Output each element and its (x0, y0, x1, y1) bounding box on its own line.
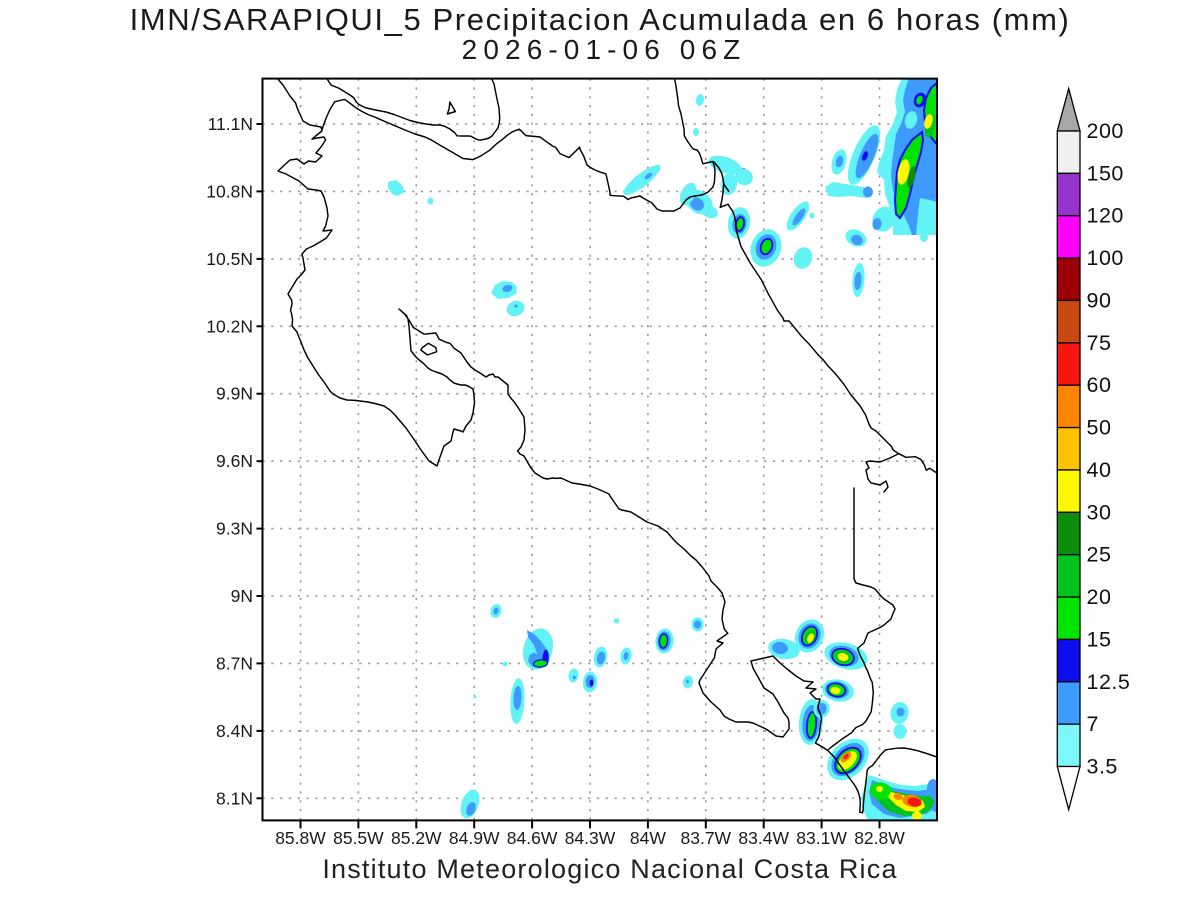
svg-text:84.6W: 84.6W (507, 828, 558, 848)
svg-text:100: 100 (1087, 246, 1124, 270)
svg-text:3.5: 3.5 (1087, 755, 1118, 779)
svg-text:150: 150 (1087, 161, 1124, 185)
svg-text:84W: 84W (630, 828, 666, 848)
svg-text:83.1W: 83.1W (796, 828, 847, 848)
svg-text:75: 75 (1087, 331, 1112, 355)
svg-text:9.9N: 9.9N (216, 384, 253, 404)
svg-text:8.4N: 8.4N (216, 721, 253, 741)
svg-text:IMN/SARAPIQUI_5 Precipitacion: IMN/SARAPIQUI_5 Precipitacion Acumulada … (130, 2, 1071, 37)
svg-text:25: 25 (1087, 543, 1112, 567)
svg-text:8.7N: 8.7N (216, 653, 253, 673)
svg-text:12.5: 12.5 (1087, 670, 1131, 694)
svg-text:15: 15 (1087, 627, 1112, 651)
svg-text:20: 20 (1087, 585, 1112, 609)
svg-text:83.4W: 83.4W (738, 828, 789, 848)
svg-text:85.8W: 85.8W (275, 828, 326, 848)
svg-text:82.8W: 82.8W (854, 828, 905, 848)
svg-text:8.1N: 8.1N (216, 788, 253, 808)
svg-text:30: 30 (1087, 500, 1112, 524)
svg-text:85.5W: 85.5W (333, 828, 384, 848)
svg-text:90: 90 (1087, 289, 1112, 313)
svg-text:120: 120 (1087, 204, 1124, 228)
svg-text:83.7W: 83.7W (681, 828, 732, 848)
svg-text:50: 50 (1087, 416, 1112, 440)
svg-text:84.3W: 84.3W (565, 828, 616, 848)
svg-text:Instituto Meteorologico Nacion: Instituto Meteorologico Nacional Costa R… (322, 854, 897, 884)
svg-text:7: 7 (1087, 712, 1099, 736)
svg-text:11.1N: 11.1N (208, 114, 253, 134)
svg-text:84.9W: 84.9W (449, 828, 500, 848)
svg-text:10.2N: 10.2N (206, 316, 253, 336)
svg-text:9.6N: 9.6N (216, 451, 253, 471)
svg-text:9.3N: 9.3N (216, 519, 253, 539)
svg-text:10.5N: 10.5N (206, 249, 253, 269)
svg-text:10.8N: 10.8N (206, 181, 253, 201)
svg-text:200: 200 (1087, 119, 1124, 143)
svg-text:2026-01-06 06Z: 2026-01-06 06Z (462, 34, 747, 65)
svg-text:60: 60 (1087, 373, 1112, 397)
svg-text:40: 40 (1087, 458, 1112, 482)
svg-text:85.2W: 85.2W (391, 828, 442, 848)
svg-text:9N: 9N (231, 586, 253, 606)
